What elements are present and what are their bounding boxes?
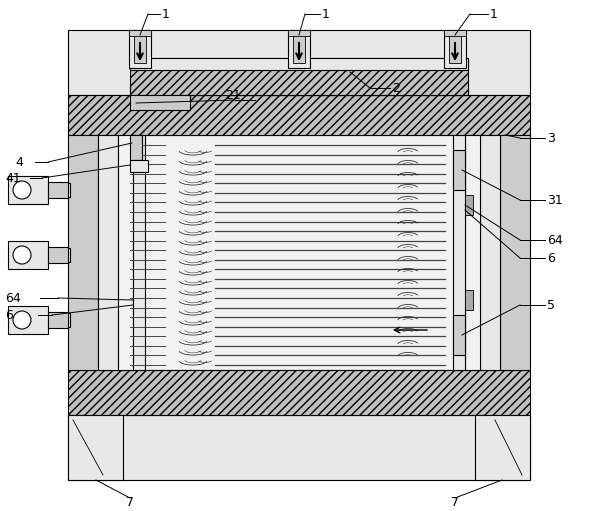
Circle shape	[13, 181, 31, 199]
Circle shape	[13, 246, 31, 264]
Bar	[130, 85, 468, 95]
Bar	[68, 135, 98, 370]
Text: 1: 1	[322, 8, 330, 20]
Bar	[130, 135, 468, 370]
Bar	[465, 290, 473, 310]
Polygon shape	[130, 58, 468, 95]
Polygon shape	[68, 370, 530, 415]
Bar	[465, 195, 473, 215]
Bar	[35, 248, 70, 262]
Bar	[98, 135, 118, 370]
Text: 31: 31	[547, 194, 563, 206]
Text: 7: 7	[451, 496, 459, 508]
Bar	[288, 30, 310, 68]
Bar	[118, 135, 133, 370]
Text: 6: 6	[547, 251, 555, 265]
Polygon shape	[68, 415, 123, 480]
Polygon shape	[68, 95, 530, 135]
Bar	[465, 135, 480, 370]
Text: 1: 1	[490, 8, 498, 20]
Bar	[453, 315, 465, 355]
Bar	[8, 176, 48, 204]
Bar	[8, 241, 48, 269]
Bar	[129, 30, 151, 68]
Circle shape	[13, 311, 31, 329]
Bar	[288, 30, 310, 36]
Bar	[8, 306, 48, 334]
Bar	[48, 182, 68, 198]
Bar	[35, 313, 70, 327]
Bar	[68, 30, 530, 95]
Bar	[500, 135, 530, 370]
Bar	[453, 150, 465, 190]
Bar	[444, 30, 466, 36]
Bar	[444, 30, 466, 68]
Bar	[48, 247, 68, 263]
Bar	[130, 135, 142, 160]
Bar	[134, 30, 146, 63]
Bar	[35, 183, 70, 197]
Bar	[48, 312, 68, 328]
Bar	[129, 30, 151, 36]
Text: 6: 6	[5, 309, 13, 321]
Bar	[133, 135, 145, 370]
Text: 7: 7	[126, 496, 134, 508]
Text: 21: 21	[225, 88, 241, 102]
Text: 64: 64	[5, 291, 21, 305]
Bar	[130, 58, 468, 70]
Text: 4: 4	[15, 155, 23, 169]
Bar	[480, 135, 500, 370]
Bar	[293, 30, 305, 63]
Text: 41: 41	[5, 172, 21, 184]
Text: 3: 3	[547, 131, 555, 145]
Polygon shape	[475, 415, 530, 480]
Bar	[68, 415, 530, 480]
Bar	[130, 160, 148, 172]
Bar	[130, 95, 190, 110]
Bar	[453, 135, 465, 370]
Bar	[449, 30, 461, 63]
Text: 64: 64	[547, 234, 563, 246]
Text: 1: 1	[162, 8, 170, 20]
Text: 5: 5	[547, 298, 555, 312]
Text: 2: 2	[392, 81, 400, 95]
